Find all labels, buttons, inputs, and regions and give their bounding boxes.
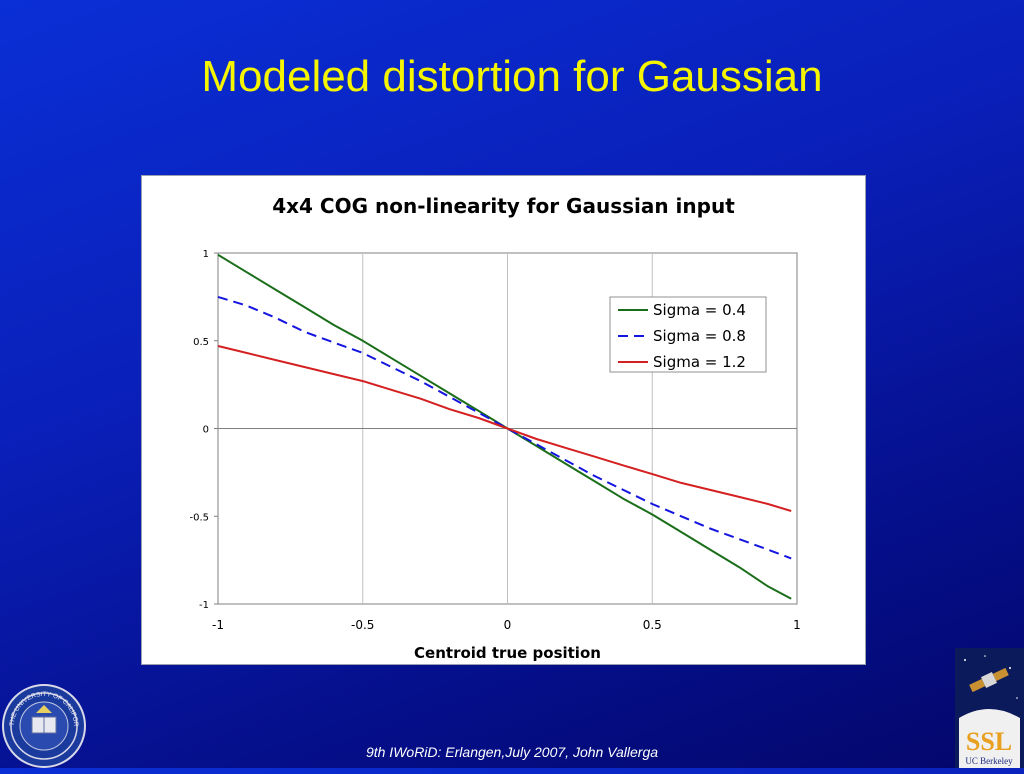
legend-entry: Sigma = 0.4 xyxy=(653,301,746,319)
y-tick-label: -0.5 xyxy=(189,512,209,523)
series-line-3 xyxy=(217,345,792,512)
legend-entry: Sigma = 1.2 xyxy=(653,353,746,371)
ssl-logo-text: SSL xyxy=(966,727,1012,756)
chart-title: 4x4 COG non-linearity for Gaussian input xyxy=(272,194,735,218)
y-tick-label: 0 xyxy=(203,425,209,436)
slide-title: Modeled distortion for Gaussian xyxy=(201,52,823,101)
chart-panel: 4x4 COG non-linearity for Gaussian input… xyxy=(141,175,866,665)
y-tick-label: 1 xyxy=(203,249,209,260)
y-tick-label: 0.5 xyxy=(193,337,209,348)
x-tick-label: 0.5 xyxy=(643,618,662,632)
x-tick-label: -1 xyxy=(212,618,224,632)
line-chart: 4x4 COG non-linearity for Gaussian input… xyxy=(189,194,801,662)
legend-entry: Sigma = 0.8 xyxy=(653,327,746,345)
uc-seal-icon: THE UNIVERSITY OF CALIFORNIA · BERKELEY … xyxy=(0,678,87,774)
x-tick-label: 1 xyxy=(793,618,801,632)
ssl-logo-subtext: UC Berkeley xyxy=(965,756,1013,766)
ssl-logo-icon: SSL UC Berkeley xyxy=(955,648,1024,768)
x-tick-label: -0.5 xyxy=(351,618,374,632)
x-tick-label: 0 xyxy=(504,618,512,632)
slide-footer: 9th IWoRiD: Erlangen,July 2007, John Val… xyxy=(365,744,659,760)
y-tick-label: -1 xyxy=(199,600,209,611)
x-axis-label: Centroid true position xyxy=(414,644,601,662)
series-line-2 xyxy=(217,295,792,560)
